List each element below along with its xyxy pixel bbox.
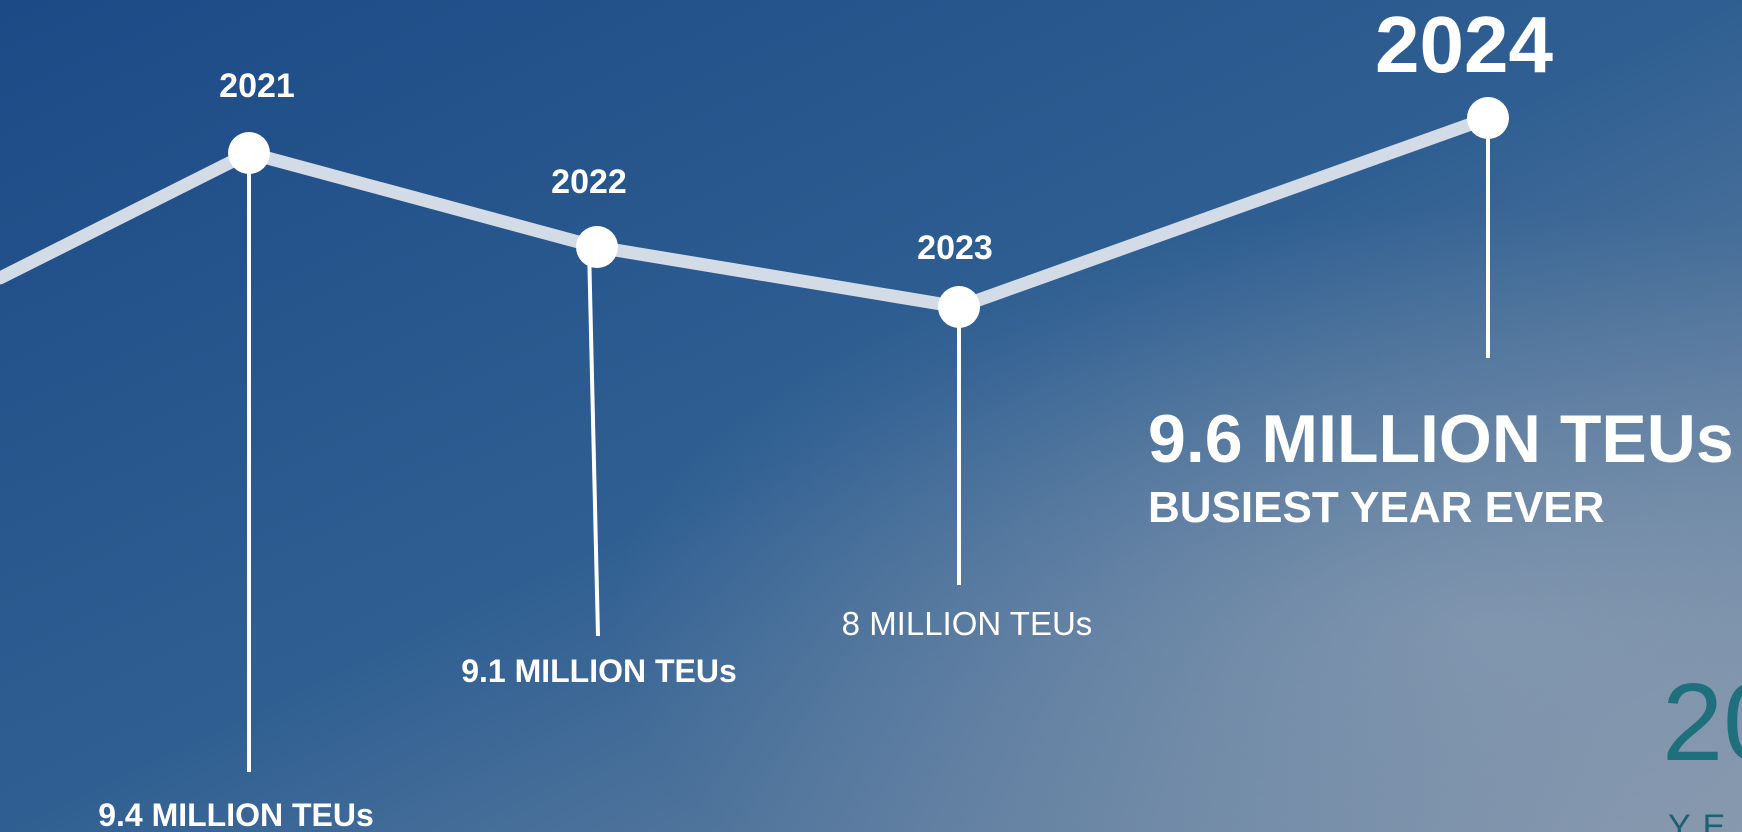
volume-label: 9.1 MILLION TEUs bbox=[461, 653, 737, 689]
dot bbox=[1467, 97, 1509, 139]
highlight-year: 2024 bbox=[1375, 0, 1553, 89]
volume-label: 8 MILLION TEUs bbox=[842, 605, 1093, 642]
drop-line bbox=[587, 246, 600, 637]
volume-label: 9.4 MILLION TEUs bbox=[98, 797, 374, 832]
highlight-note: BUSIEST YEAR EVER bbox=[1148, 483, 1604, 532]
dot bbox=[938, 286, 980, 328]
dot bbox=[228, 132, 270, 174]
year-label: 2021 bbox=[219, 67, 295, 105]
dot bbox=[576, 226, 618, 268]
year-label: 2022 bbox=[551, 163, 627, 201]
dots bbox=[228, 97, 1509, 328]
logo-number: 20 bbox=[1662, 661, 1742, 784]
logo-word: YE bbox=[1668, 808, 1737, 832]
drop-lines bbox=[247, 118, 1490, 772]
highlight-label: 9.6 MILLION TEUs bbox=[1148, 401, 1734, 477]
year-label: 2023 bbox=[917, 229, 993, 267]
